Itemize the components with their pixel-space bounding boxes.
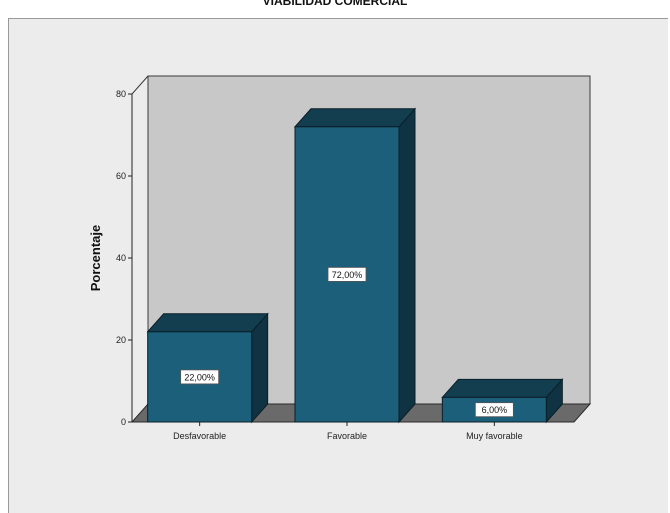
data-label-box bbox=[180, 369, 220, 385]
y-tick-label: 60 bbox=[116, 171, 126, 181]
data-label: 22,00% bbox=[184, 372, 215, 382]
data-label-box bbox=[327, 266, 367, 282]
wall-edge bbox=[131, 75, 149, 95]
bar-side bbox=[251, 312, 269, 424]
y-axis-label: Porcentaje bbox=[88, 225, 103, 291]
y-tick-label: 40 bbox=[116, 253, 126, 263]
data-label: 6,00% bbox=[482, 405, 508, 415]
bar-top bbox=[146, 313, 269, 333]
bar-side bbox=[398, 107, 416, 424]
data-label-box bbox=[474, 402, 514, 418]
x-tick-label: Favorable bbox=[327, 431, 367, 441]
y-tick-label: 80 bbox=[116, 89, 126, 99]
bar-top bbox=[441, 378, 564, 398]
bar-top bbox=[293, 108, 417, 128]
chart-title: VIABILIDAD COMERCIAL bbox=[262, 0, 408, 8]
x-tick-label: Desfavorable bbox=[173, 431, 226, 441]
x-tick-label: Muy favorable bbox=[466, 431, 523, 441]
data-label: 72,00% bbox=[332, 270, 363, 280]
y-tick-label: 20 bbox=[116, 335, 126, 345]
y-tick-label: 0 bbox=[121, 417, 126, 427]
